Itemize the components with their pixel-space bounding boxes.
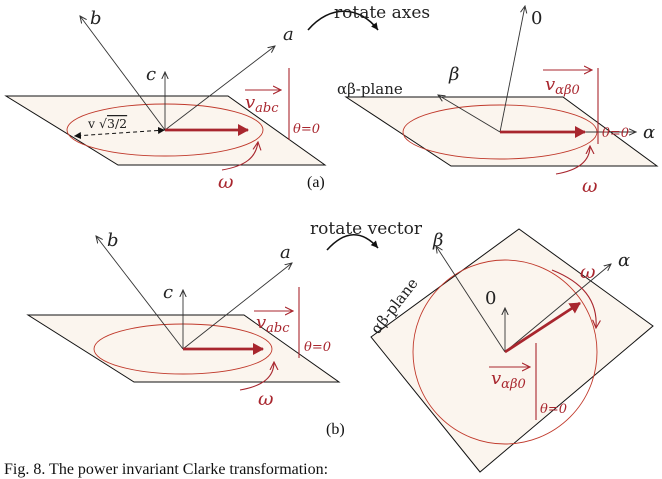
rotation-arrow [555,146,590,175]
omega-label: ω [218,171,234,193]
axis-a [182,263,292,350]
trajectory-circle [412,259,598,445]
rotate-action-arrow-a [307,10,379,31]
vector-label: vabc [245,92,279,116]
omega-label: ω [258,388,274,410]
vector-label: vabc [256,312,290,336]
panel-a-left-abc: b a c v √3/2 vabc θ=0 ω [4,8,327,193]
omega-label: ω [580,261,596,283]
space-vector-arrow [504,301,581,354]
action-label-a: rotate axes [334,3,430,23]
figure-caption: Fig. 8. The power invariant Clarke trans… [4,461,328,478]
axis-c-label: c [163,282,173,303]
axis-alpha-label: α [618,250,630,271]
amplitude-arrow [73,129,166,140]
rotation-arrow [239,362,274,391]
rotate-action-arrow-b [326,234,379,251]
omega-label: ω [582,175,598,197]
axis-0-label: 0 [485,288,496,309]
eval-label: θ=0 [540,402,567,417]
axis-b [96,236,184,350]
axis-beta [436,246,506,353]
axis-b [80,16,166,131]
axis-b-label: b [107,230,119,251]
axis-a-label: a [283,24,294,45]
axis-alpha [504,264,611,353]
panel-tag-a: (a) [307,174,325,191]
eval-label: θ=0 [602,126,629,141]
vector-label: vαβ0 [491,368,526,392]
axis-beta [438,95,501,133]
plane-label: αβ-plane [337,80,403,98]
axis-a-label: a [280,242,291,263]
rotation-arrow [551,269,596,328]
panel-b-left-abc: b a c vabc θ=0 ω [26,230,341,410]
axis-beta-label: β [448,64,459,85]
amplitude-note: v √3/2 [87,116,127,131]
action-label-b: rotate vector [310,219,423,239]
eval-label: θ=0 [293,122,320,137]
axis-c-label: c [146,64,156,85]
eval-label: θ=0 [304,340,331,355]
axis-alpha-label: α [643,122,655,143]
panel-tag-b: (b) [326,421,345,438]
axis-0 [499,6,525,133]
axis-beta-label: β [432,230,443,251]
axis-0-label: 0 [531,8,542,29]
rotation-arrow [221,142,258,171]
axis-b-label: b [90,8,102,29]
axis-a [164,46,275,131]
vector-label: vαβ0 [545,74,580,98]
panel-b-right-alphabeta: β α 0 αβ-plane vαβ0 θ=0 ω [367,228,654,473]
panel-a-right-alphabeta: 0 β α αβ-plane vαβ0 θ=0 ω [337,6,659,197]
